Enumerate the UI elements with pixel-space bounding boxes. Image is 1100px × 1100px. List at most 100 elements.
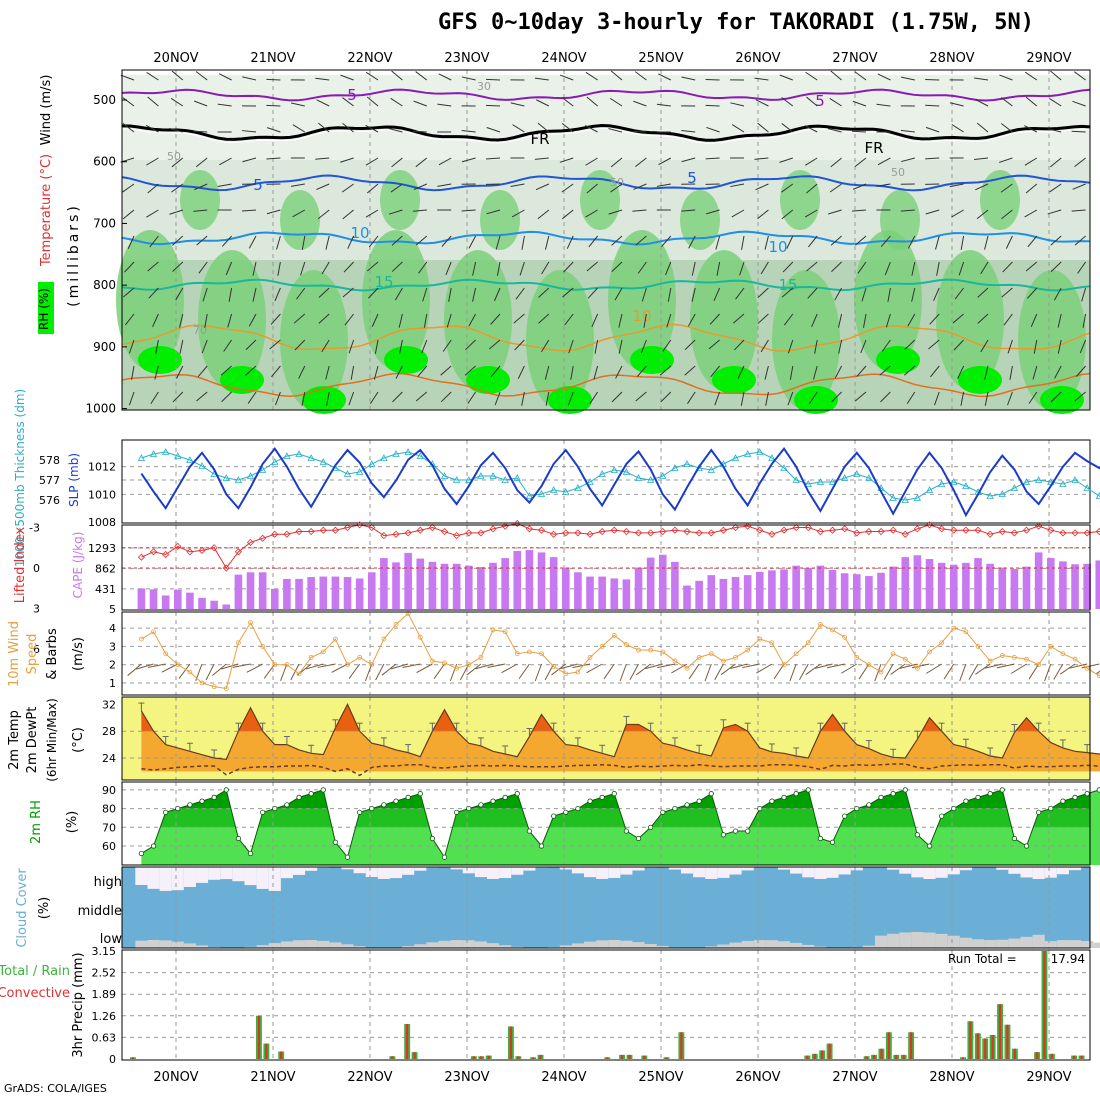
- thickness-point: [319, 458, 327, 465]
- wind-barb: [221, 391, 232, 403]
- wind-barb: [511, 209, 525, 218]
- rh2m-point: [660, 809, 666, 815]
- wind-barb: [540, 339, 550, 353]
- precip-convective-bar: [1035, 1052, 1039, 1059]
- cape-bar: [561, 567, 570, 609]
- wind-barb: [713, 287, 721, 302]
- wind-barb: [342, 97, 354, 107]
- wind-barb: [757, 287, 769, 298]
- wind-barb: [1002, 261, 1013, 273]
- wind10m-barb: [671, 663, 688, 674]
- wind-barb: [392, 391, 403, 403]
- wind10m-point: [1048, 644, 1054, 649]
- wind-barb: [1030, 313, 1038, 328]
- wind-barb: [863, 313, 867, 328]
- thickness-line: [141, 451, 1100, 501]
- wind10m-point: [793, 651, 799, 657]
- wind-barb: [128, 391, 135, 406]
- wind-barb: [906, 391, 916, 404]
- rh2m-point: [150, 843, 157, 849]
- wind-barb: [589, 391, 599, 404]
- upper-air-panel: 5 5 FR FR 5 5 10 10 15 15 10 70 30 50 50 50 500 600 700 800…: [37, 69, 1091, 416]
- wind-barb: [591, 313, 599, 328]
- cape-bar: [840, 573, 849, 609]
- cape-bar: [355, 578, 364, 609]
- wind-barb: [661, 235, 672, 247]
- wind-barb: [340, 74, 354, 81]
- contour-label: 5: [347, 86, 357, 104]
- wind10m-point: [260, 644, 266, 649]
- cape-bar: [198, 597, 206, 609]
- precip-convective-bar: [1073, 1055, 1076, 1059]
- rh-moist-area: [772, 270, 840, 410]
- wind10m-barb: [466, 663, 482, 676]
- wind-barb: [666, 313, 672, 328]
- cape-bar: [1071, 564, 1079, 609]
- run-total-label: Run Total =: [948, 952, 1017, 966]
- low-cloud-bar: [996, 939, 1009, 948]
- cape-bar: [392, 562, 400, 609]
- wind-barb: [714, 391, 721, 406]
- wind-barb: [687, 313, 696, 327]
- wind-barb: [519, 261, 525, 276]
- cloud-unit-label: (%): [37, 897, 52, 920]
- wind-barb: [1050, 157, 1062, 168]
- li-point: [780, 526, 788, 534]
- li-point: [1095, 527, 1100, 536]
- wind-barb: [275, 391, 281, 406]
- wind10m-point: [975, 644, 981, 649]
- wind-barb: [585, 71, 598, 81]
- thickness-point: [950, 478, 958, 485]
- wind-barb: [876, 183, 891, 187]
- wind-barb: [486, 209, 501, 215]
- wind-barb: [831, 391, 842, 403]
- wind-barb: [611, 235, 623, 246]
- wind10m-barb: [805, 663, 821, 675]
- wind10m-point: [175, 662, 181, 668]
- thickness-point: [622, 468, 631, 475]
- wind-barb: [1024, 71, 1038, 81]
- wind-barb: [904, 365, 916, 376]
- wind-barb: [388, 209, 403, 215]
- wind-barb: [1050, 235, 1062, 246]
- li-point: [465, 529, 473, 537]
- wind-barb: [755, 99, 769, 107]
- wind-barb: [266, 127, 281, 133]
- wind-barb: [665, 261, 672, 276]
- wind-barb: [1072, 183, 1086, 190]
- rh2m-point: [538, 843, 545, 849]
- wind-barb: [193, 130, 208, 133]
- precip-convective-bar: [539, 1054, 542, 1059]
- wind10m-barb: [1069, 663, 1088, 669]
- low-cloud-bar: [911, 932, 924, 948]
- wind10m-point: [611, 633, 617, 638]
- wind-barb: [342, 287, 354, 298]
- wind-barb: [145, 124, 159, 133]
- precip-convective-bar: [969, 1021, 972, 1059]
- rh2m-point: [842, 813, 848, 819]
- wind10m-point: [781, 662, 787, 668]
- wind-barb: [365, 124, 379, 133]
- wind-barb: [960, 235, 965, 250]
- high-cloud-gap: [935, 867, 948, 878]
- wind10m-barb: [996, 663, 1015, 669]
- wind-barb: [958, 261, 965, 276]
- high-cloud-gap: [232, 867, 245, 882]
- wind10m-barb: [984, 663, 1003, 669]
- cape-bar: [525, 550, 534, 609]
- low-cloud-bar: [644, 944, 657, 948]
- wind-barb: [811, 313, 818, 328]
- wind10m-barb: [518, 663, 530, 680]
- rh-moist-area: [380, 170, 420, 230]
- wind-barb: [534, 77, 549, 81]
- rh-shade-band: [122, 75, 1090, 160]
- li-point: [283, 530, 291, 538]
- wind-barb: [438, 73, 452, 81]
- wind-barb: [857, 261, 867, 274]
- temp2m-panel: 32 28 24 2m Temp 2m DewPt (6hr Min/Max) (°C): [7, 696, 1100, 782]
- temp-axis-label-1: 2m Temp: [7, 710, 22, 770]
- precip-convective-bar: [961, 1057, 965, 1059]
- rh2m-point: [829, 839, 836, 845]
- wind10m-point: [502, 629, 508, 635]
- wind10m-point: [890, 651, 896, 657]
